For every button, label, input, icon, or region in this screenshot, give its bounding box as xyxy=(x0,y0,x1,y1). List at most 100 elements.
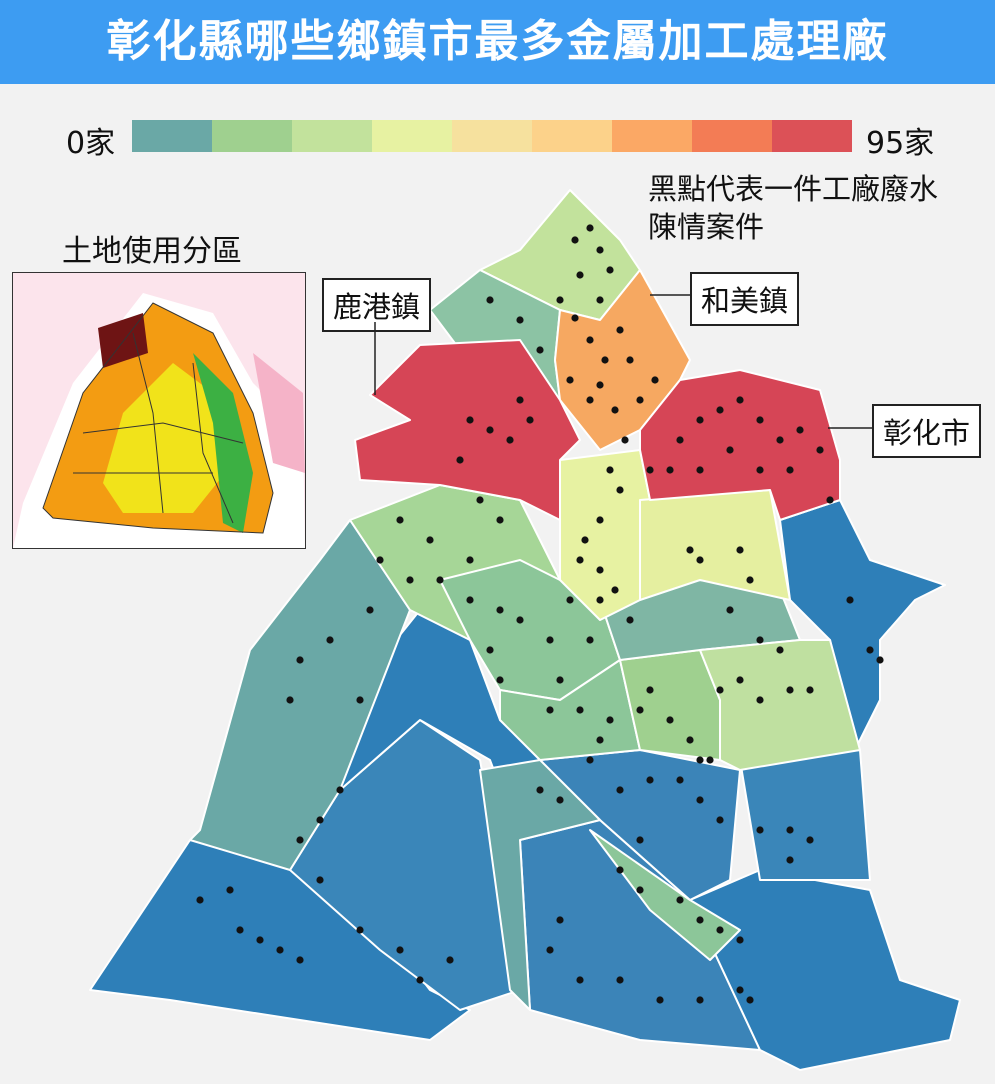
complaint-dot xyxy=(606,466,614,474)
complaint-dot xyxy=(736,546,744,554)
township-east-light-green xyxy=(699,639,861,771)
complaint-dot xyxy=(571,236,579,244)
complaint-dot xyxy=(736,936,744,944)
complaint-dot xyxy=(606,266,614,274)
complaint-dot xyxy=(556,676,564,684)
complaint-dot xyxy=(586,636,594,644)
complaint-dot xyxy=(356,926,364,934)
township-east-blue xyxy=(739,749,871,881)
complaint-dot xyxy=(506,436,514,444)
complaint-dot xyxy=(546,636,554,644)
township-center-yellow xyxy=(559,449,651,621)
complaint-dot xyxy=(571,314,579,322)
complaint-dot xyxy=(786,856,794,864)
complaint-dot xyxy=(756,416,764,424)
complaint-dot xyxy=(676,896,684,904)
inset-title: 土地使用分區 xyxy=(62,234,242,269)
complaint-dot xyxy=(546,706,554,714)
complaint-dot xyxy=(496,676,504,684)
complaint-dot xyxy=(646,686,654,694)
legend-color-segment xyxy=(772,120,852,152)
complaint-dot xyxy=(586,224,594,232)
complaint-dot xyxy=(736,986,744,994)
note-line: 黑點代表一件工廠廢水 xyxy=(648,172,939,206)
complaint-dot xyxy=(576,556,584,564)
complaint-dot xyxy=(276,946,284,954)
complaint-dot xyxy=(556,916,564,924)
complaint-dot xyxy=(576,976,584,984)
complaint-dot xyxy=(736,396,744,404)
complaint-dot xyxy=(696,466,704,474)
complaint-dot xyxy=(646,776,654,784)
complaint-dot xyxy=(356,696,364,704)
legend-color-segment xyxy=(132,120,212,152)
complaint-dot xyxy=(776,436,784,444)
complaint-dot xyxy=(716,406,724,414)
complaint-dot xyxy=(826,496,834,504)
legend-color-segment xyxy=(692,120,772,152)
complaint-dot xyxy=(316,816,324,824)
complaint-dot xyxy=(696,916,704,924)
complaint-dot xyxy=(326,636,334,644)
complaint-dot xyxy=(316,876,324,884)
complaint-dot xyxy=(726,606,734,614)
complaint-dot xyxy=(816,446,824,454)
complaint-dot xyxy=(621,436,629,444)
complaint-dot xyxy=(596,296,604,304)
callout-lugang: 鹿港鎮 xyxy=(322,278,432,332)
complaint-dot xyxy=(586,336,594,344)
complaint-dot xyxy=(726,446,734,454)
complaint-dot xyxy=(646,466,654,474)
complaint-dot xyxy=(466,596,474,604)
complaint-dot xyxy=(396,516,404,524)
complaint-dot xyxy=(536,346,544,354)
complaint-dot xyxy=(806,836,814,844)
complaint-dot xyxy=(581,536,589,544)
callout-changhua: 彰化市 xyxy=(872,404,982,458)
complaint-dot xyxy=(666,716,674,724)
complaint-dot xyxy=(296,656,304,664)
complaint-dot xyxy=(716,926,724,934)
complaint-dot xyxy=(756,466,764,474)
complaint-dot xyxy=(586,756,594,764)
complaint-dot xyxy=(536,786,544,794)
complaint-dot xyxy=(776,646,784,654)
complaint-dot xyxy=(866,646,874,654)
complaint-dot xyxy=(806,686,814,694)
complaint-dot xyxy=(576,271,584,279)
complaint-dot xyxy=(756,696,764,704)
complaint-dot xyxy=(476,496,484,504)
complaint-dot xyxy=(366,606,374,614)
complaint-dot xyxy=(611,406,619,414)
complaint-dot xyxy=(486,296,494,304)
complaint-dot xyxy=(611,586,619,594)
complaint-dot xyxy=(746,576,754,584)
complaint-dot xyxy=(616,866,624,874)
complaint-dot xyxy=(596,566,604,574)
complaint-dot xyxy=(576,706,584,714)
complaint-dot xyxy=(606,716,614,724)
complaint-dot xyxy=(236,926,244,934)
complaint-dot xyxy=(656,996,664,1004)
township-center-east-yellow xyxy=(639,489,791,601)
complaint-dot xyxy=(616,976,624,984)
complaint-dot xyxy=(696,416,704,424)
complaint-dot xyxy=(196,896,204,904)
complaint-dot xyxy=(696,796,704,804)
complaint-dot xyxy=(436,576,444,584)
complaint-dot xyxy=(286,696,294,704)
complaint-dot xyxy=(636,706,644,714)
complaint-dot xyxy=(786,686,794,694)
complaint-dot xyxy=(456,456,464,464)
complaint-dot xyxy=(446,956,454,964)
township-east-strip xyxy=(779,499,946,751)
township-lugang xyxy=(354,339,581,521)
complaint-dot xyxy=(756,826,764,834)
complaint-dot xyxy=(651,376,659,384)
complaint-dot xyxy=(876,656,884,664)
complaint-dot xyxy=(716,816,724,824)
complaint-dot xyxy=(686,546,694,554)
complaint-dot xyxy=(296,956,304,964)
township-changhua xyxy=(639,369,841,521)
complaint-dot xyxy=(376,556,384,564)
